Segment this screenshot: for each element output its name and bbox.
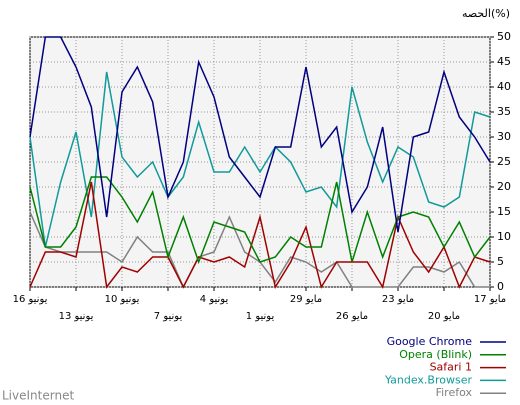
x-tick-label: 29 مايو <box>290 294 322 305</box>
y-tick-label: 45 <box>497 55 511 68</box>
series-line <box>29 71 491 248</box>
legend-label: Google Chrome <box>387 335 473 348</box>
y-axis-label: الحصه(%) <box>462 7 510 20</box>
x-tick-label: 16 يونيو <box>13 294 48 305</box>
x-tick-label: 1 يونيو <box>246 311 275 322</box>
y-tick-label: 50 <box>497 30 511 43</box>
legend-label: Yandex.Browser <box>384 373 473 386</box>
x-tick-label: 23 مايو <box>382 294 414 305</box>
x-tick-label: 20 مايو <box>428 311 460 322</box>
footer: LiveInternet <box>2 389 74 403</box>
legend-label: Firefox <box>436 386 473 399</box>
x-tick-label: 10 يونيو <box>105 294 140 305</box>
y-tick-label: 30 <box>497 130 511 143</box>
y-tick-label: 15 <box>497 205 511 218</box>
x-tick-label: 26 مايو <box>336 311 368 322</box>
x-tick-label: 4 يونيو <box>200 294 229 305</box>
series-line <box>29 181 491 289</box>
y-tick-label: 40 <box>497 80 511 93</box>
legend-label: Safari 1 <box>430 361 472 374</box>
y-tick-label: 35 <box>497 105 511 118</box>
y-tick-label: 10 <box>497 230 511 243</box>
y-tick-label: 20 <box>497 180 511 193</box>
y-tick-label: 5 <box>497 255 504 268</box>
y-tick-label: 25 <box>497 155 511 168</box>
x-tick-label: 13 يونيو <box>59 311 94 322</box>
x-tick-label: 17 مايو <box>474 294 506 305</box>
series-line <box>29 36 491 233</box>
legend-label: Opera (Blink) <box>399 348 472 361</box>
series-line <box>29 176 491 265</box>
x-tick-label: 7 يونيو <box>154 311 183 322</box>
y-tick-label: 0 <box>497 280 504 293</box>
